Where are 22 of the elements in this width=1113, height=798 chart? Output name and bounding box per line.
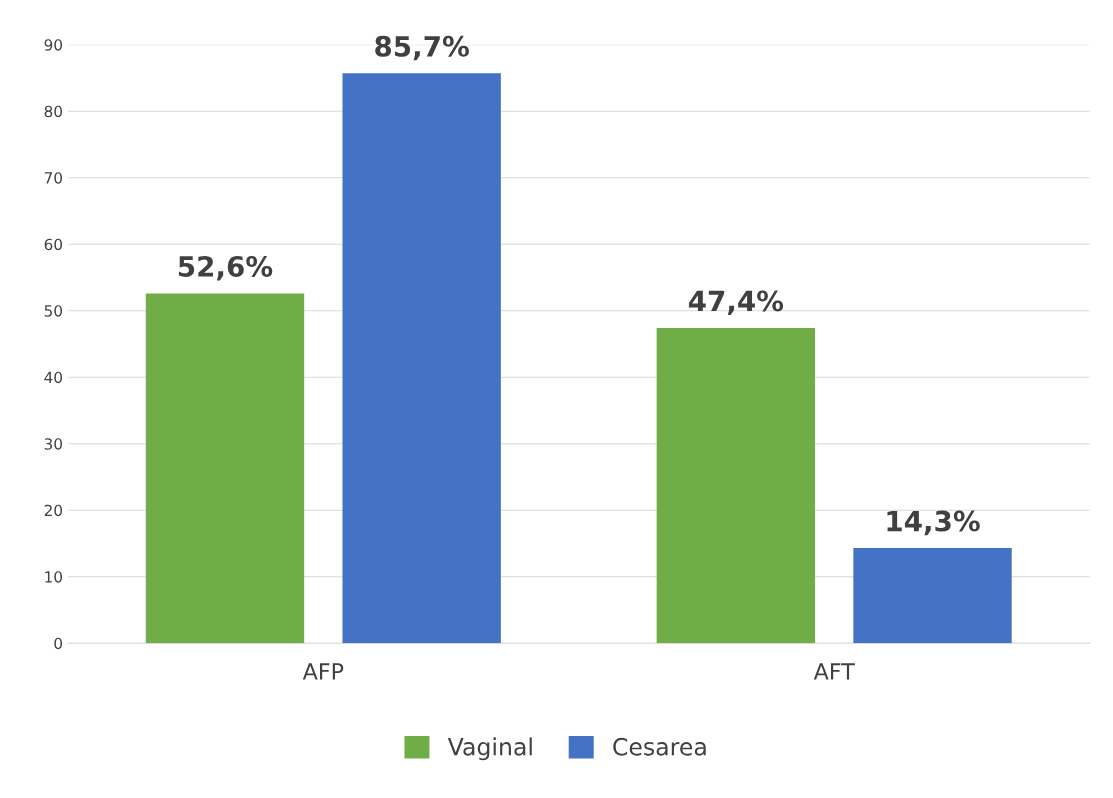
data-label: 47,4% xyxy=(688,290,784,316)
y-tick-label: 50 xyxy=(44,305,63,317)
data-label: 14,3% xyxy=(887,510,980,536)
y-tick-label: 20 xyxy=(44,504,63,517)
y-tick-label: 60 xyxy=(44,238,63,251)
legend-label: Cesarea xyxy=(613,737,706,756)
bar xyxy=(145,293,305,644)
legend-label: Vaginal xyxy=(447,737,532,761)
x-tick-label: AFT xyxy=(813,663,855,680)
data-label: 52,6% xyxy=(178,255,273,281)
data-label: 85,7% xyxy=(375,35,469,61)
bar xyxy=(853,548,1012,644)
bar xyxy=(656,327,816,644)
y-tick-label: 80 xyxy=(44,105,63,118)
y-tick-label: 10 xyxy=(45,571,63,583)
y-tick-label: 90 xyxy=(44,39,63,51)
y-tick-label: 70 xyxy=(44,172,63,184)
y-tick-label: 30 xyxy=(44,438,63,450)
y-tick-label: 40 xyxy=(44,371,63,384)
y-tick-label: 0 xyxy=(54,637,63,650)
x-tick-label: AFP xyxy=(302,663,344,680)
bar xyxy=(342,73,501,644)
